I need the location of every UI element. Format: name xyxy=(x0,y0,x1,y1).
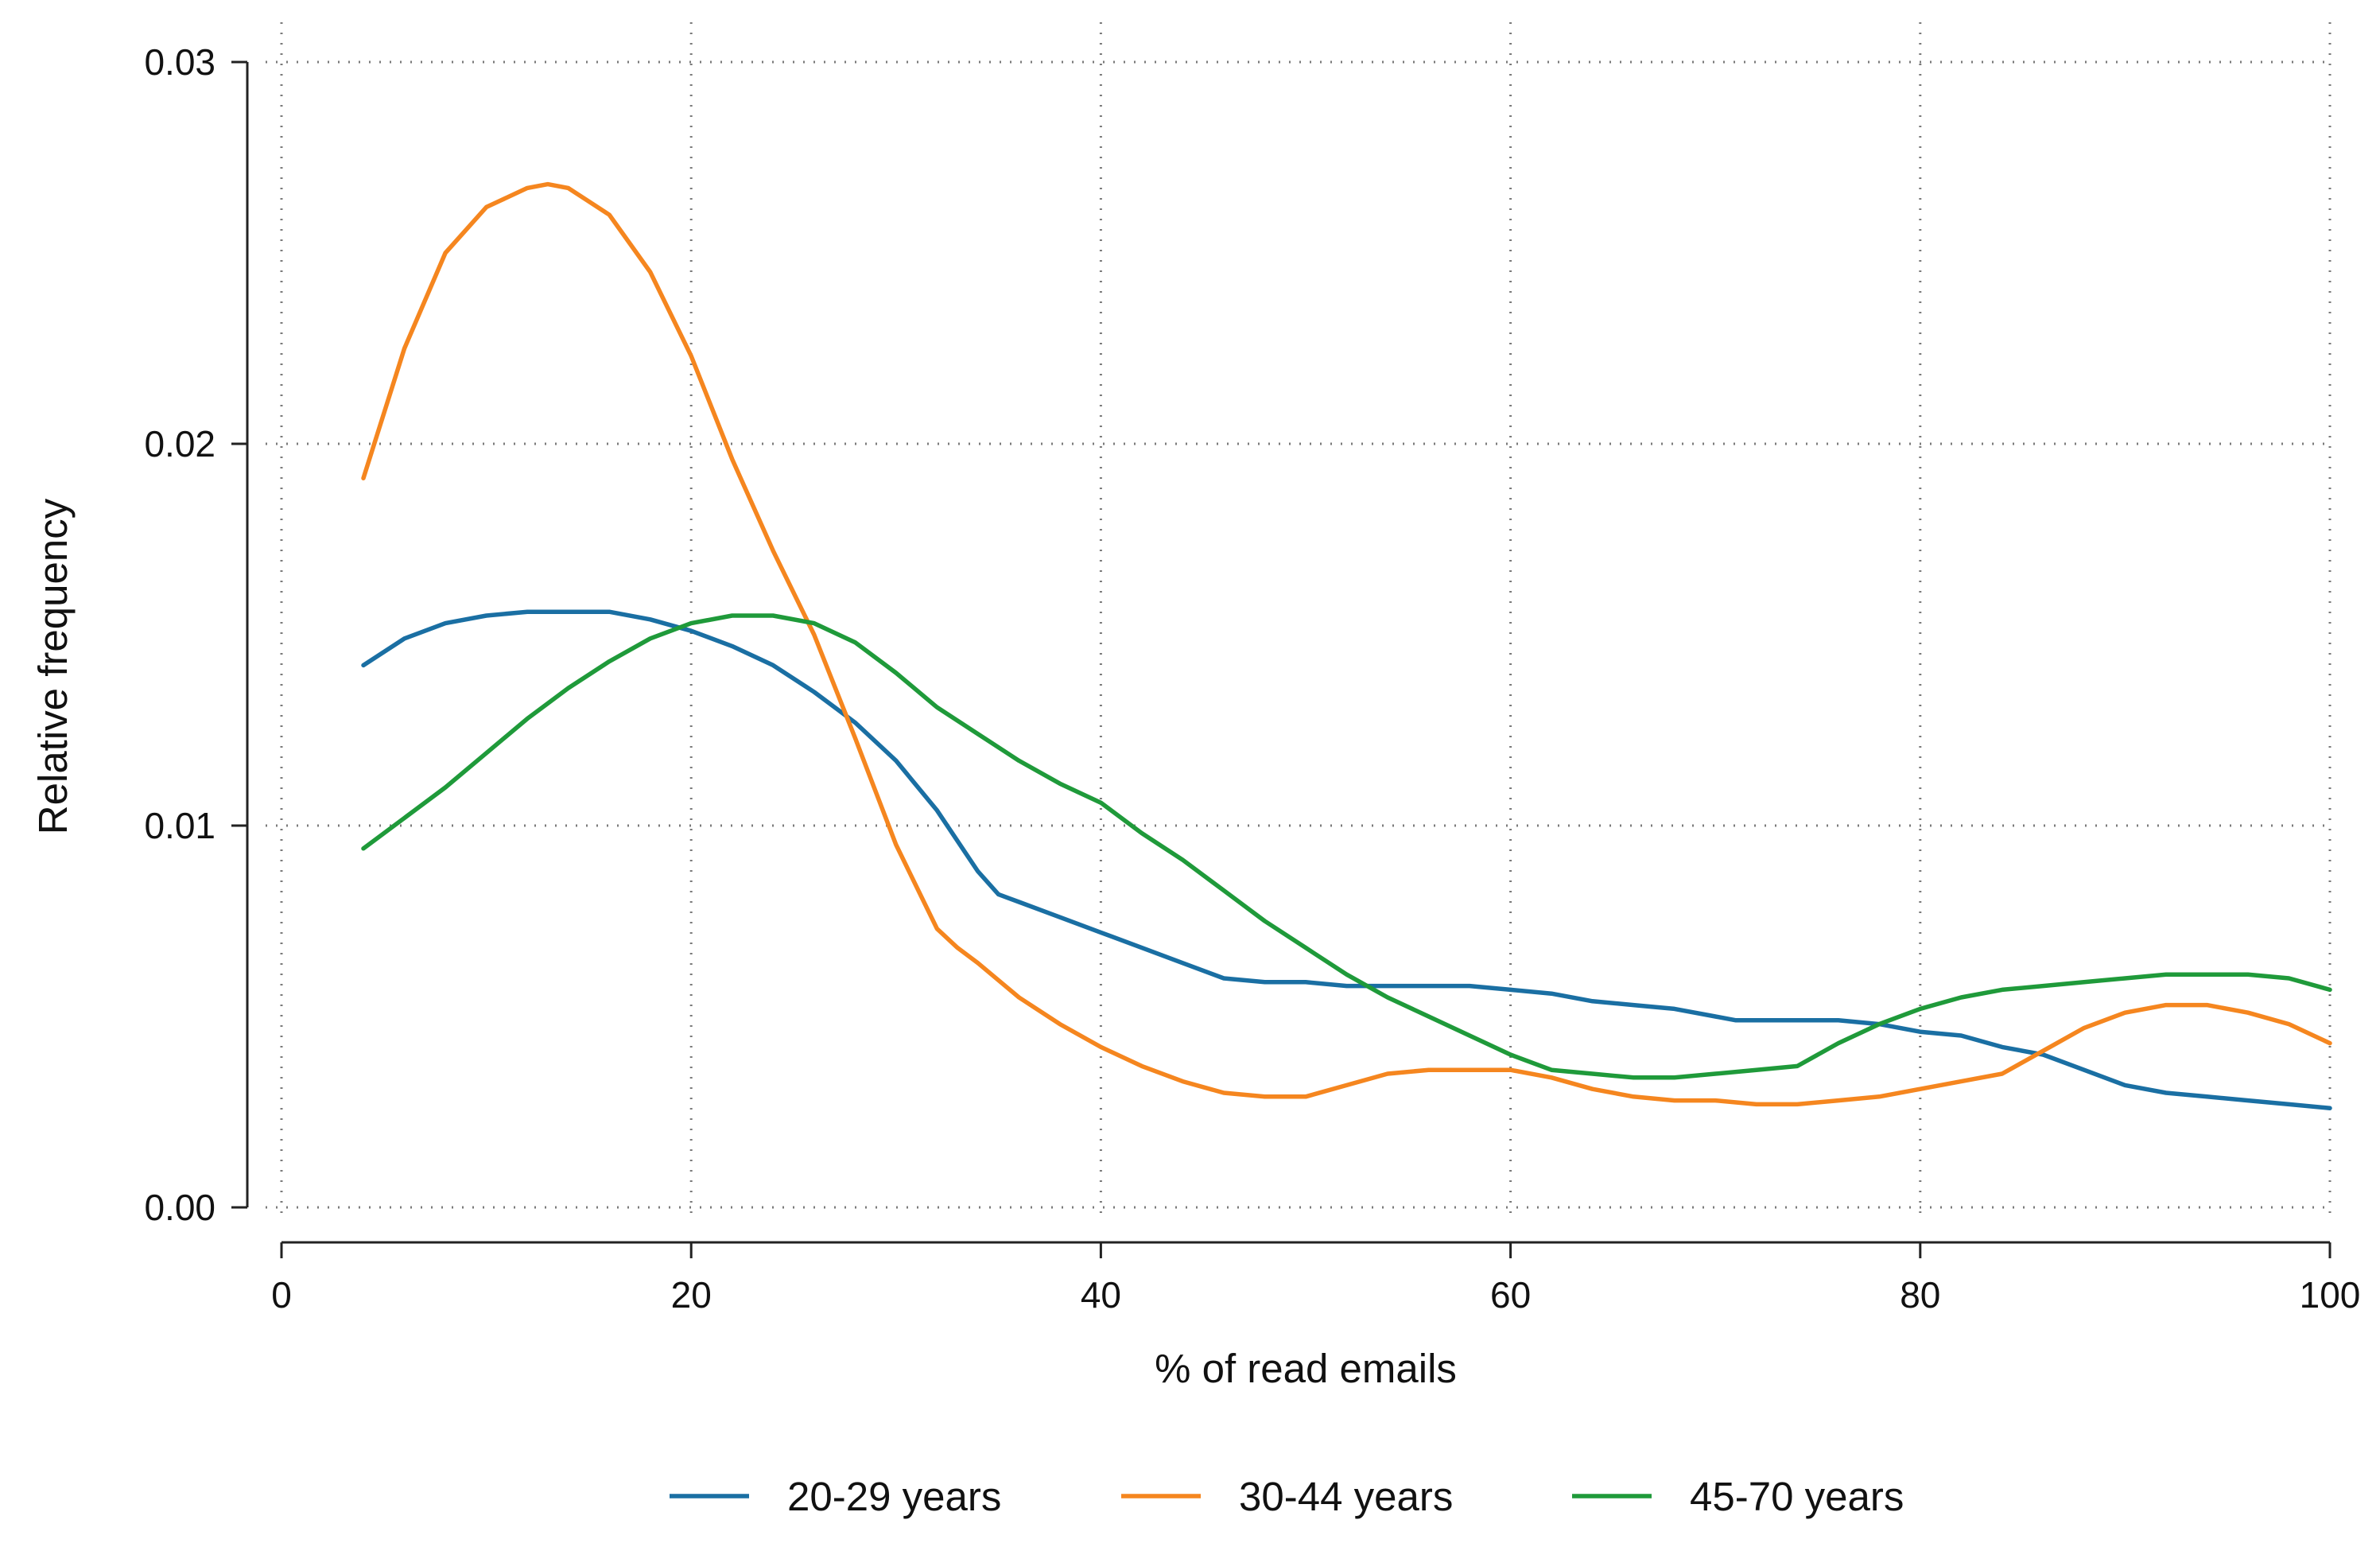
legend-label-3: 45-70 years xyxy=(1690,1474,1904,1519)
y-axis-title: Relative frequency xyxy=(30,498,76,834)
x-tick-label: 60 xyxy=(1490,1274,1531,1316)
x-tick-label: 0 xyxy=(271,1274,292,1316)
x-tick-label: 100 xyxy=(2300,1274,2361,1316)
x-tick-label: 40 xyxy=(1081,1274,1121,1316)
axis-labels: 0.00 0.01 0.02 0.03 0 20 40 60 80 100 % of read em… xyxy=(30,41,2360,1391)
y-tick-label: 0.01 xyxy=(144,805,215,846)
grid-lines xyxy=(266,22,2331,1222)
series-line-1 xyxy=(361,609,2332,1110)
legend: 20-29 years 30-44 years 45-70 years xyxy=(670,1474,1904,1519)
x-tick-label: 80 xyxy=(1900,1274,1940,1316)
legend-label-2: 30-44 years xyxy=(1239,1474,1453,1519)
x-tick-label: 20 xyxy=(671,1274,712,1316)
legend-label-1: 20-29 years xyxy=(787,1474,1001,1519)
series-line-2 xyxy=(361,181,2332,1107)
series-lines xyxy=(361,181,2332,1110)
series-line-3 xyxy=(361,613,2332,1080)
x-axis-title: % of read emails xyxy=(1155,1346,1457,1391)
axes xyxy=(231,60,2331,1258)
y-tick-label: 0.03 xyxy=(144,41,215,83)
y-tick-label: 0.02 xyxy=(144,423,215,464)
y-tick-label: 0.00 xyxy=(144,1187,215,1228)
